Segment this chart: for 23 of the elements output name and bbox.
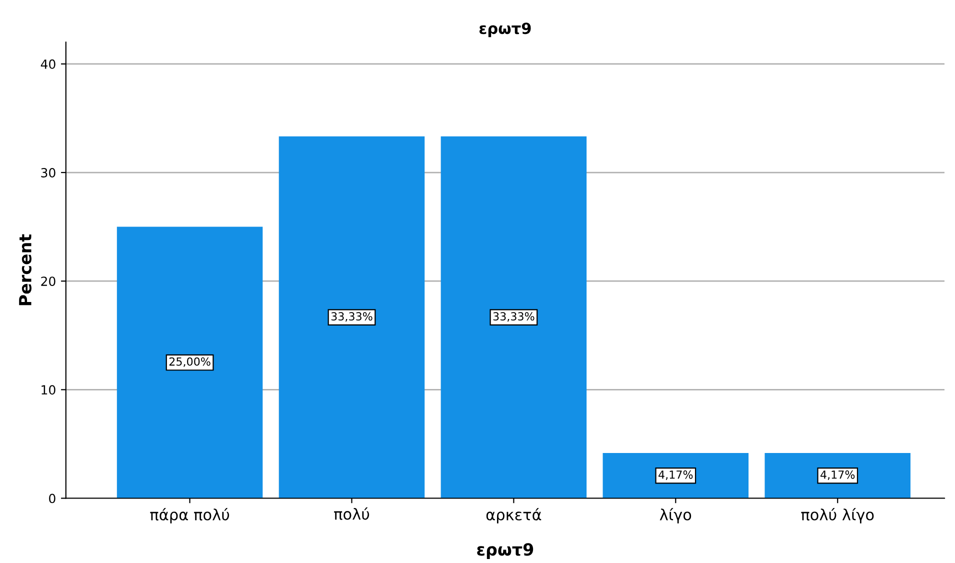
data-label: 33,33% bbox=[493, 312, 534, 322]
y-tick-label: 0 bbox=[49, 494, 56, 504]
chart-title: ερωτ9 bbox=[479, 22, 531, 38]
y-tick-label: 20 bbox=[41, 276, 56, 286]
bar bbox=[764, 452, 910, 498]
data-label: 33,33% bbox=[331, 312, 372, 322]
x-tick-label: λίγο bbox=[660, 508, 692, 524]
x-axis-title: ερωτ9 bbox=[477, 543, 534, 559]
data-label: 4,17% bbox=[658, 470, 693, 480]
x-tick-label: πολύ bbox=[334, 507, 370, 520]
bar bbox=[116, 226, 263, 498]
bar bbox=[440, 136, 587, 498]
y-tick-label: 10 bbox=[42, 385, 56, 395]
x-tick-label: πάρα πολύ bbox=[150, 508, 230, 524]
bar bbox=[278, 136, 425, 498]
data-label: 4,17% bbox=[820, 470, 855, 480]
x-tick-label: πολύ λίγο bbox=[801, 508, 874, 524]
y-axis-title: Percent bbox=[19, 234, 32, 306]
x-tick-label: αρκετά bbox=[486, 508, 542, 524]
y-tick-label: 30 bbox=[41, 168, 56, 178]
y-tick-label: 40 bbox=[40, 59, 56, 69]
bar bbox=[602, 452, 749, 498]
data-label: 25,00% bbox=[169, 357, 210, 367]
